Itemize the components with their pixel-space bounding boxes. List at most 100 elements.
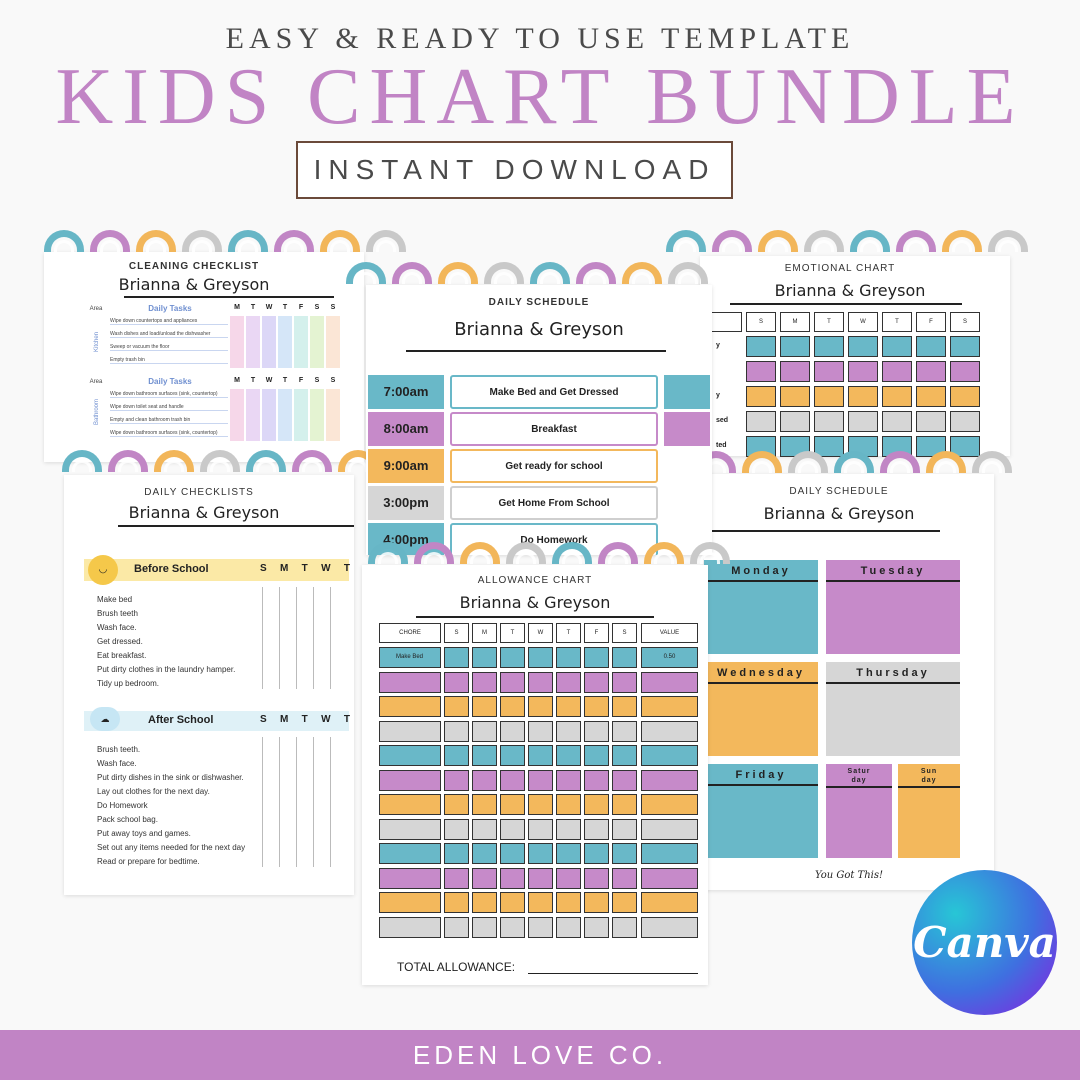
day-col-header: S <box>330 377 336 384</box>
allowance-cell <box>528 867 553 889</box>
allowance-cell <box>444 818 469 840</box>
name-underline <box>416 616 654 618</box>
emotion-row-label: sed <box>716 417 729 424</box>
cloud-icon: ☁ <box>90 707 120 731</box>
rainbow-icon <box>880 451 920 473</box>
allowance-cell <box>612 671 637 693</box>
day-label: Monday <box>731 565 791 577</box>
day-letter: M <box>280 714 289 725</box>
value-header: VALUE <box>641 623 698 643</box>
allowance-cell <box>472 892 497 913</box>
emotion-cell <box>882 386 912 407</box>
weekly-name: Brianna & Greyson <box>763 504 915 523</box>
instant-download-button[interactable]: INSTANT DOWNLOAD <box>296 141 733 199</box>
footer-brand: EDEN LOVE CO. <box>0 1030 1080 1080</box>
day-label: Wednesday <box>717 667 805 679</box>
checkbox-column-line <box>279 587 280 689</box>
emotion-row-label: y <box>716 392 720 399</box>
allowance-cell <box>500 867 525 889</box>
day-col-fill <box>230 316 244 368</box>
allowance-cell <box>472 720 497 742</box>
schedule-task: Make Bed and Get Dressed <box>450 375 658 409</box>
rainbow-icon <box>392 262 432 284</box>
checklist-item: Lay out clothes for the next day. <box>97 787 210 796</box>
allowance-cell <box>612 843 637 864</box>
day-col-fill <box>294 389 308 441</box>
allowance-cell <box>612 647 637 668</box>
day-underline <box>826 682 960 684</box>
day-letter: T <box>301 563 308 574</box>
checkbox-column-line <box>296 737 297 867</box>
chore-cell <box>379 867 441 889</box>
day-label: Sun day <box>920 768 938 784</box>
value-cell <box>641 843 698 864</box>
allowance-cell <box>584 892 609 913</box>
allowance-cell <box>584 671 609 693</box>
area-header: Area <box>89 306 103 312</box>
allowance-cell <box>612 720 637 742</box>
allowance-cell <box>556 720 581 742</box>
allowance-cell <box>612 794 637 815</box>
emotion-day-header: T <box>882 312 912 332</box>
value-cell <box>641 916 698 938</box>
chore-cell <box>379 794 441 815</box>
rainbow-icon <box>896 230 936 252</box>
rainbow-row-5 <box>346 262 708 284</box>
schedule-time: 9:00am <box>368 449 444 483</box>
day-col-fill <box>230 389 244 441</box>
allowance-cell <box>500 843 525 864</box>
sun-icon: ◡ <box>88 555 118 585</box>
day-col-header: M <box>234 377 240 384</box>
week-grid: Monday Tuesday Wednesday Thursday Friday Satu… <box>704 560 964 860</box>
checklist-item: Get dressed. <box>97 637 143 646</box>
allowance-cell <box>584 769 609 791</box>
emotion-cell <box>746 361 776 382</box>
day-col-header: F <box>298 377 304 384</box>
day-label: Tuesday <box>860 565 926 577</box>
name-underline <box>406 350 666 352</box>
rainbow-row-6 <box>368 542 730 564</box>
emotion-cell <box>814 386 844 407</box>
checkbox-column-line <box>279 737 280 867</box>
rainbow-icon <box>972 451 1012 473</box>
allowance-cell <box>444 696 469 717</box>
total-line <box>528 973 698 974</box>
canva-logo: Canva <box>912 870 1057 1015</box>
checklist-item: Tidy up bedroom. <box>97 679 159 688</box>
allowance-cell <box>528 892 553 913</box>
day-underline <box>704 580 818 582</box>
emotion-day-header: W <box>848 312 878 332</box>
day-box: Sun day <box>898 764 960 858</box>
allowance-chart-page: ALLOWANCE CHART Brianna & Greyson CHORE S… <box>362 565 708 985</box>
day-letter: T <box>343 714 350 725</box>
allowance-cell <box>556 794 581 815</box>
cleaning-task: Wipe down toilet seat and handle <box>110 404 228 411</box>
emotion-cell <box>848 336 878 357</box>
allowance-cell <box>556 867 581 889</box>
emotion-day-header: F <box>916 312 946 332</box>
day-col-header: S <box>314 377 320 384</box>
emotion-row-label: y <box>716 342 720 349</box>
rainbow-icon <box>228 230 268 252</box>
rainbow-icon <box>414 542 454 564</box>
emotion-day-header: T <box>814 312 844 332</box>
value-cell: 0.50 <box>641 647 698 668</box>
cleaning-checklist-page: CLEANING CHECKLIST Brianna & Greyson Are… <box>44 252 364 462</box>
chore-header: CHORE <box>379 623 441 643</box>
allowance-cell <box>472 647 497 668</box>
day-col-fill <box>326 316 340 368</box>
allowance-day-header: T <box>556 623 581 643</box>
daily-checklists-page: DAILY CHECKLISTS Brianna & Greyson ◡ Bef… <box>64 475 354 895</box>
cleaning-task: Wipe down bathroom surfaces (sink, count… <box>110 391 228 398</box>
rainbow-icon <box>788 451 828 473</box>
checkbox-column-line <box>262 737 263 867</box>
cleaning-task: Empty and clean bathroom trash bin <box>110 417 228 424</box>
checklist-item: Read or prepare for bedtime. <box>97 857 200 866</box>
day-col-fill <box>310 316 324 368</box>
rainbow-icon <box>368 542 408 564</box>
rainbow-icon <box>834 451 874 473</box>
rainbow-icon <box>712 230 752 252</box>
day-box: Satur day <box>826 764 892 858</box>
